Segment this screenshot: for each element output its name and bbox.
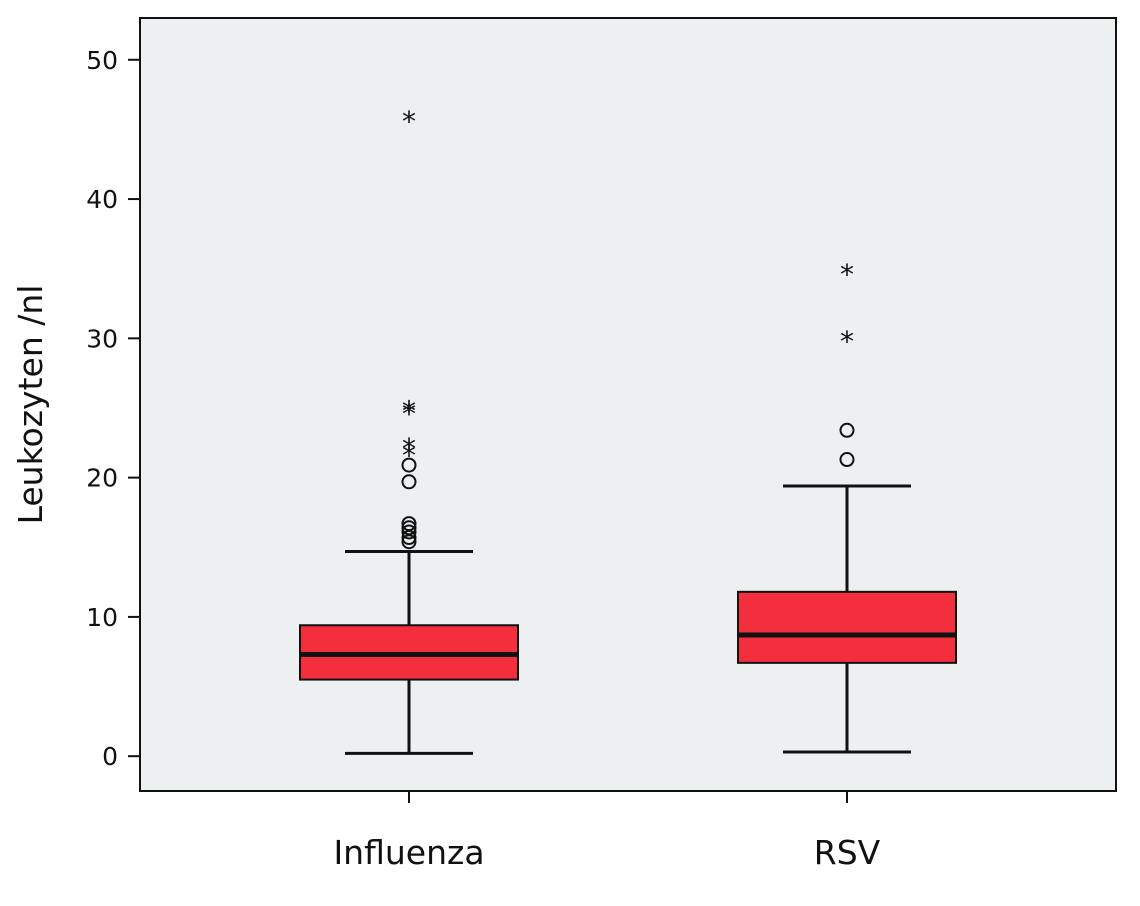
plot-area — [140, 18, 1116, 791]
extreme-point: * — [840, 325, 854, 358]
plot-frame — [139, 17, 1117, 792]
extreme-point: * — [402, 439, 416, 472]
y-tick-label: 20 — [86, 464, 118, 493]
extreme-point: * — [402, 395, 416, 428]
extreme-point: * — [402, 105, 416, 138]
extreme-point: * — [402, 432, 416, 465]
outlier-point — [401, 524, 417, 540]
outlier-point — [401, 457, 417, 473]
outlier-point — [839, 452, 855, 468]
outlier-point — [401, 516, 417, 532]
y-tick-label: 40 — [86, 185, 118, 214]
x-axis: Influenza RSV — [333, 791, 881, 872]
y-tick-label: 30 — [86, 324, 118, 353]
iqr-box — [737, 590, 957, 664]
x-category-label: RSV — [814, 833, 881, 872]
outlier-point — [401, 474, 417, 490]
box-rsv: ** — [737, 258, 957, 754]
outlier-point — [839, 422, 855, 438]
y-tick-label: 10 — [86, 603, 118, 632]
y-axis-title: Leukozyten /nl — [11, 285, 50, 525]
extreme-point: * — [840, 258, 854, 291]
x-category-label: Influenza — [333, 833, 484, 872]
extreme-point: * — [402, 397, 416, 430]
box-influenza: ***** — [299, 105, 519, 755]
outlier-point — [401, 520, 417, 536]
y-tick-label: 50 — [86, 46, 118, 75]
y-axis: 0 10 20 30 40 50 — [86, 46, 140, 771]
y-tick-label: 0 — [102, 742, 118, 771]
box-series: ******* — [299, 105, 957, 755]
